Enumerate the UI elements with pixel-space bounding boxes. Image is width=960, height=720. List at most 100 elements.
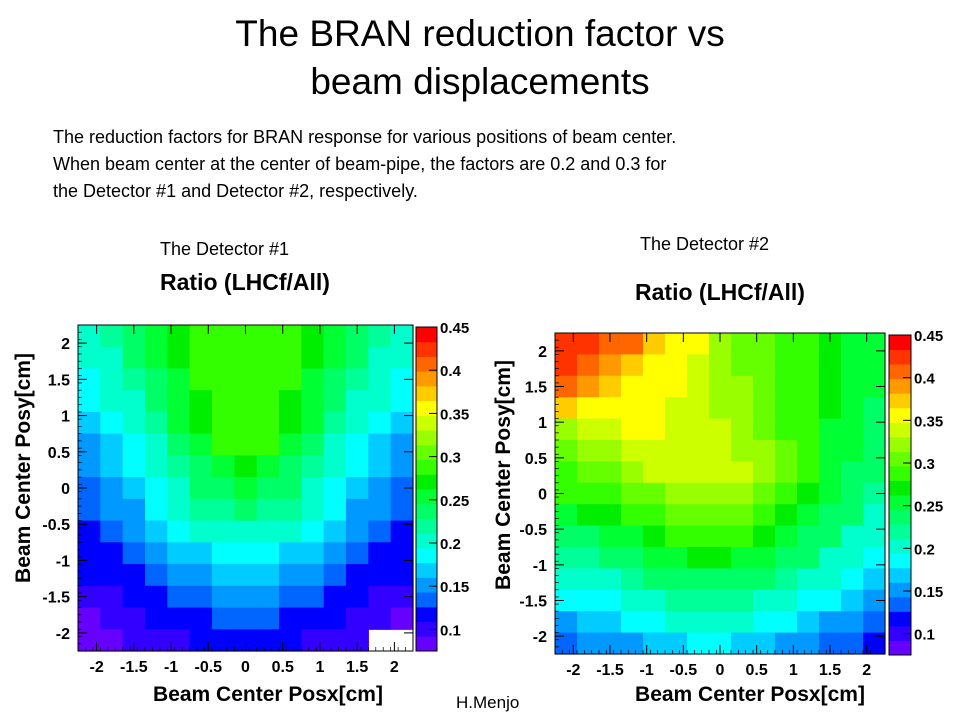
colorbar-bin: [416, 400, 437, 416]
heatmap-cell: [167, 564, 191, 587]
heatmap-cell: [819, 611, 842, 634]
heatmap-cell: [775, 375, 798, 398]
heatmap-cell: [643, 397, 666, 420]
heatmap-cell: [555, 482, 578, 505]
colorbar-bin: [889, 364, 911, 380]
heatmap-cell: [643, 632, 666, 655]
heatmap-cell: [687, 632, 710, 655]
heatmap-cell: [863, 525, 886, 548]
x-tick-label: 1.5: [346, 659, 368, 676]
description: The reduction factors for BRAN response …: [53, 124, 933, 205]
heatmap-cell: [390, 607, 414, 630]
colorbar-bin: [416, 636, 437, 652]
x-tick-label: 2: [390, 659, 399, 676]
heatmap-cell: [256, 325, 280, 348]
heatmap-cell: [731, 568, 754, 591]
y-tick-label: 2: [538, 344, 547, 361]
heatmap-cell: [797, 547, 820, 569]
colorbar-bin: [416, 533, 437, 549]
heatmap-cell: [346, 542, 369, 565]
heatmap-cell: [687, 525, 710, 548]
heatmap-cell: [100, 564, 124, 587]
heatmap-cell: [212, 390, 235, 413]
heatmap-cell: [323, 433, 347, 456]
heatmap-cell: [731, 482, 754, 505]
colorbar-tick-label: 0.3: [440, 450, 461, 467]
y-tick-label: -0.5: [42, 517, 70, 534]
heatmap-cell: [731, 504, 754, 527]
y-axis-label: Beam Center Posy[cm]: [492, 360, 515, 590]
heatmap-cell: [390, 325, 414, 348]
heatmap-cell: [665, 461, 688, 484]
colorbar-bin: [889, 611, 911, 627]
heatmap-cell: [368, 368, 392, 391]
heatmap-cell: [687, 440, 710, 462]
heatmap-cell: [775, 397, 798, 420]
heatmap-cell: [709, 547, 732, 569]
heatmap-cell: [709, 397, 732, 420]
heatmap-cell: [841, 354, 864, 377]
heatmap-cell: [279, 390, 302, 413]
heatmap-cell: [189, 498, 213, 522]
colorbar-bin: [416, 415, 437, 431]
heatmap-cell: [797, 589, 820, 612]
heatmap-cell: [78, 498, 101, 522]
heatmap-cell: [797, 568, 820, 591]
colorbar-bin: [889, 393, 911, 409]
colorbar-frame: [415, 326, 438, 652]
heatmap-cell: [323, 629, 347, 652]
colorbar-bin: [889, 407, 911, 423]
heatmap-cell: [122, 607, 146, 630]
heatmap-cell: [234, 564, 258, 587]
x-tick-label: 0: [716, 662, 725, 679]
heatmap-cell: [863, 568, 886, 591]
heatmap-cell: [709, 354, 732, 377]
x-tick-label: -1: [640, 662, 654, 679]
colorbar-bin: [889, 335, 911, 351]
y-tick-label: -1.5: [519, 594, 547, 611]
heatmap-cell: [256, 607, 280, 630]
heatmap-cell: [78, 325, 101, 348]
heatmap-cell: [234, 585, 258, 609]
heatmap-cell: [390, 477, 414, 500]
colorbar-bin: [416, 356, 437, 372]
colorbar-bin: [416, 474, 437, 490]
heatmap-cell: [643, 482, 666, 505]
heatmap-cell: [256, 564, 280, 587]
heatmap-cell: [368, 390, 392, 413]
y-tick-label: 0.5: [48, 445, 70, 462]
slide-title-line-1: The BRAN reduction factor vs: [235, 13, 725, 54]
colorbar-tick-label: 0.4: [440, 363, 462, 380]
heatmap-cell: [167, 455, 191, 478]
heatmap-cell: [709, 461, 732, 484]
heatmap-cell: [841, 547, 864, 569]
heatmap-cell: [797, 375, 820, 398]
heatmap-cell: [731, 418, 754, 441]
colorbar-bin: [416, 562, 437, 578]
heatmap-cell: [709, 589, 732, 612]
heatmap-cell: [687, 482, 710, 505]
heatmap-cell: [775, 354, 798, 377]
colorbar-bin: [889, 582, 911, 598]
heatmap-cell: [643, 333, 666, 355]
heatmap-cell: [323, 542, 347, 565]
heatmap-cell: [167, 629, 191, 652]
heatmap-cell: [390, 368, 414, 391]
heatmap-cell: [709, 375, 732, 398]
x-tick-label: -1.5: [596, 662, 624, 679]
heatmap-cell: [621, 525, 644, 548]
colorbar-tick-label: 0.2: [440, 536, 461, 553]
heatmap-cell: [301, 585, 325, 609]
heatmap-cell: [234, 477, 258, 500]
colorbar-bin: [889, 480, 911, 496]
heatmap-cell: [621, 589, 644, 612]
heatmap-cell: [841, 525, 864, 548]
heatmap-cell: [753, 589, 776, 612]
x-axis-label: Beam Center Posx[cm]: [635, 683, 865, 706]
heatmap-cell: [555, 375, 578, 398]
heatmap-cell: [301, 629, 325, 652]
heatmap-cell: [279, 542, 302, 565]
heatmap-cell: [145, 346, 168, 370]
colorbar-tick-label: 0.25: [440, 493, 469, 510]
heatmap-cell: [599, 504, 622, 527]
